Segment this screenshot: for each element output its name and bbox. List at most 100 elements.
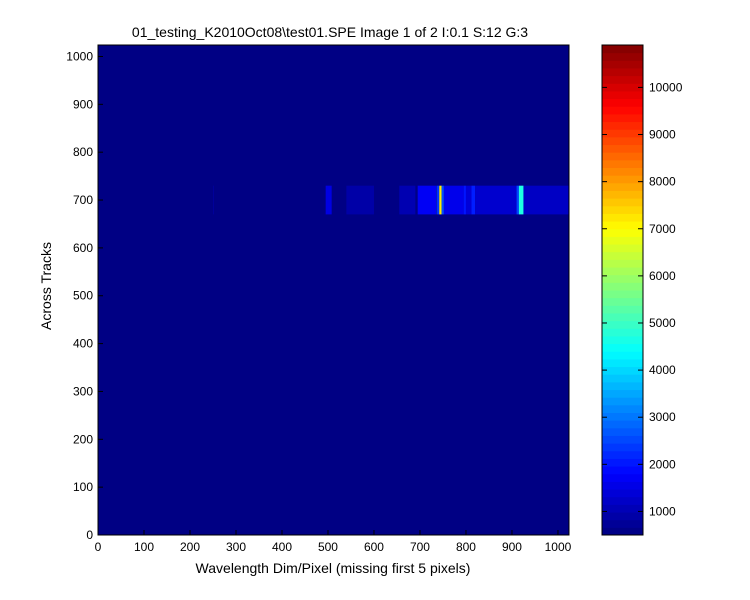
x-tick-label: 400 xyxy=(272,540,292,554)
colorbar: 1000 2000 3000 4000 5000 6000 7000 8000 9000 1000… xyxy=(601,44,683,536)
x-tick-label: 300 xyxy=(226,540,246,554)
colorbar-tick-label: 7000 xyxy=(649,222,676,236)
y-axis: 0 100 200 300 400 500 600 700 800 900 1000 xyxy=(66,49,103,542)
y-tick-label: 300 xyxy=(73,384,93,398)
x-axis-label: Wavelength Dim/Pixel (missing first 5 pi… xyxy=(196,560,471,576)
colorbar-segment xyxy=(602,450,643,459)
colorbar-tick-label: 2000 xyxy=(649,457,676,471)
colorbar-segment xyxy=(602,52,643,61)
chart-title: 01_testing_K2010Oct08\test01.SPE Image 1… xyxy=(132,24,528,40)
colorbar-segment xyxy=(602,504,643,513)
colorbar-segment xyxy=(602,213,643,222)
x-tick-label: 1000 xyxy=(545,540,572,554)
x-tick-label: 900 xyxy=(502,540,522,554)
colorbar-segment xyxy=(602,381,643,391)
colorbar-segment xyxy=(602,67,643,77)
colorbar-tick-label: 6000 xyxy=(649,269,676,283)
colorbar-segment xyxy=(602,221,643,230)
heatmap-band-cell xyxy=(443,185,464,215)
y-tick-label: 1000 xyxy=(66,49,93,63)
heatmap-band-cell xyxy=(436,185,440,215)
heatmap-band-cell xyxy=(439,185,442,215)
colorbar-segment xyxy=(602,351,643,360)
colorbar-segment xyxy=(602,519,643,528)
colorbar-segment xyxy=(602,297,643,306)
y-tick-label: 200 xyxy=(73,432,93,446)
heatmap-band-cell xyxy=(475,185,517,215)
colorbar-segment xyxy=(602,282,643,291)
colorbar-tick-label: 4000 xyxy=(649,363,676,377)
colorbar-segment xyxy=(602,45,643,54)
colorbar-segment xyxy=(602,358,643,368)
colorbar-segment xyxy=(602,136,643,146)
colorbar-segment xyxy=(602,182,643,191)
heatmap-band-cell xyxy=(516,185,519,215)
colorbar-segment xyxy=(602,458,643,467)
y-tick-label: 900 xyxy=(73,97,93,111)
heatmap-band-cell xyxy=(518,185,524,215)
colorbar-segment xyxy=(602,259,643,268)
y-tick-label: 400 xyxy=(73,337,93,351)
colorbar-segment xyxy=(602,466,643,475)
colorbar-segment xyxy=(602,205,643,214)
colorbar-segment xyxy=(602,473,643,482)
y-axis-label: Across Tracks xyxy=(38,242,54,330)
colorbar-segment xyxy=(602,113,643,123)
colorbar-segment xyxy=(602,343,643,352)
colorbar-segment xyxy=(602,290,643,299)
colorbar-segment xyxy=(602,328,643,337)
colorbar-tick-label: 3000 xyxy=(649,410,676,424)
colorbar-segment xyxy=(602,121,643,130)
colorbar-segment xyxy=(602,320,643,329)
x-tick-label: 0 xyxy=(95,540,102,554)
colorbar-frame xyxy=(601,44,644,536)
x-tick-label: 700 xyxy=(410,540,430,554)
heatmap-band-cell xyxy=(463,185,466,215)
colorbar-segment xyxy=(602,435,643,444)
colorbar-segment xyxy=(602,305,643,314)
colorbar-segment xyxy=(602,443,643,452)
colorbar-segment xyxy=(602,489,643,498)
colorbar-segment xyxy=(602,83,643,92)
colorbar-segment xyxy=(602,404,643,413)
colorbar-segment xyxy=(602,228,643,237)
colorbar-segment xyxy=(602,251,643,260)
colorbar-segment xyxy=(602,527,643,536)
colorbar-segment xyxy=(602,335,643,345)
colorbar-segment xyxy=(602,98,643,107)
x-tick-label: 500 xyxy=(318,540,338,554)
colorbar-segment xyxy=(602,481,643,490)
heatmap-band-cell xyxy=(325,185,332,215)
colorbar-segment xyxy=(602,190,643,199)
y-tick-label: 600 xyxy=(73,241,93,255)
colorbar-segment xyxy=(602,397,643,406)
colorbar-segment xyxy=(602,412,643,421)
x-tick-label: 100 xyxy=(134,540,154,554)
colorbar-segment xyxy=(602,427,643,436)
y-tick-label: 800 xyxy=(73,145,93,159)
colorbar-segment xyxy=(602,267,643,276)
colorbar-segment xyxy=(602,236,643,245)
heatmap-band-cell xyxy=(465,185,472,215)
colorbar-segment xyxy=(602,75,643,84)
colorbar-segment xyxy=(602,312,643,322)
colorbar-segment xyxy=(602,129,643,138)
colorbar-tick-label: 9000 xyxy=(649,128,676,142)
heatmap-band-cell xyxy=(471,185,476,215)
colorbar-segment xyxy=(602,90,643,100)
colorbar-segment xyxy=(602,420,643,429)
colorbar-segment xyxy=(602,512,643,521)
plot-frame xyxy=(97,44,570,536)
colorbar-segment xyxy=(602,152,643,161)
colorbar-segment xyxy=(602,144,643,153)
x-axis: 0 100 200 300 400 500 600 700 800 900 1000 xyxy=(95,530,572,554)
heatmap-band-cell xyxy=(417,185,437,215)
heatmap-band-cell xyxy=(346,185,374,215)
colorbar-segment xyxy=(602,274,643,283)
colorbar-segment xyxy=(602,175,643,184)
colorbar-segment xyxy=(602,244,643,253)
colorbar-segment xyxy=(602,60,643,69)
x-tick-label: 200 xyxy=(180,540,200,554)
y-tick-label: 700 xyxy=(73,193,93,207)
